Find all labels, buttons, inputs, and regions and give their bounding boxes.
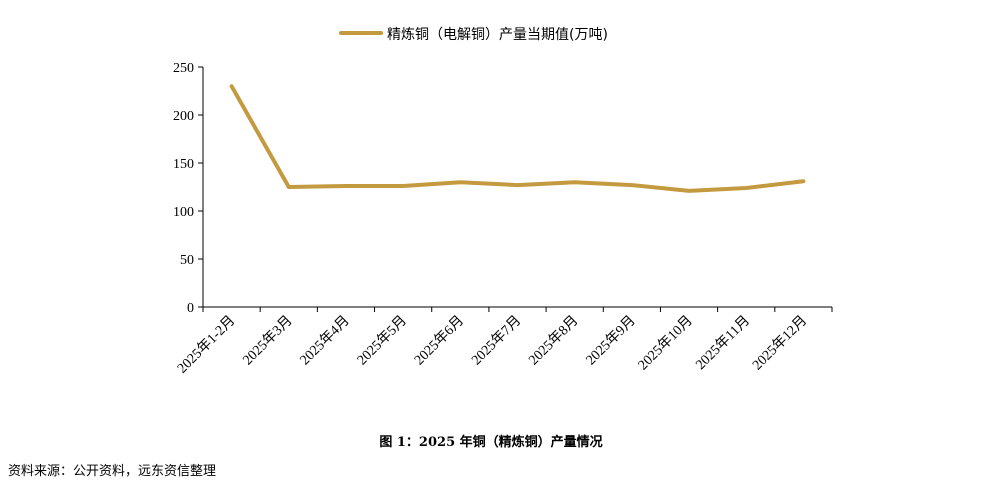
x-tick-label: 2025年3月 [240,313,296,369]
x-tick-label: 2025年11月 [693,313,753,373]
legend: 精炼铜（电解铜）产量当期值(万吨) [339,27,608,43]
x-tick-label: 2025年12月 [749,313,810,374]
x-tick-label: 2025年6月 [411,313,467,369]
x-tick-label: 2025年10月 [635,313,696,374]
y-tick-label: 250 [173,61,194,76]
x-tick-label: 2025年8月 [526,313,582,369]
x-tick-label: 2025年1-2月 [174,313,238,377]
y-tick-label: 200 [173,109,194,124]
axes [202,67,832,308]
y-tick-label: 150 [173,157,194,172]
y-tick-label: 100 [173,205,194,220]
series-line [229,84,806,193]
x-tick-label: 2025年4月 [297,313,353,369]
x-tick-label: 2025年5月 [354,313,410,369]
x-tick-label: 2025年7月 [468,313,524,369]
x-tick-label: 2025年9月 [583,313,639,369]
y-tick-label: 0 [187,301,194,316]
line-chart: 精炼铜（电解铜）产量当期值(万吨) 0 50 100 150 200 250 2025年1… [173,27,833,377]
x-axis-ticks: 2025年1-2月 2025年3月 2025年4月 2025年5月 2025年6月 202… [174,307,833,377]
legend-label: 精炼铜（电解铜）产量当期值(万吨) [387,27,608,43]
source-note: 资料来源：公开资料，远东资信整理 [8,464,217,479]
figure-caption: 图 1：2025 年铜（精炼铜）产量情况 [379,435,603,450]
series [229,84,806,193]
y-axis-ticks: 0 50 100 150 200 250 [173,61,203,316]
y-tick-label: 50 [180,253,194,268]
